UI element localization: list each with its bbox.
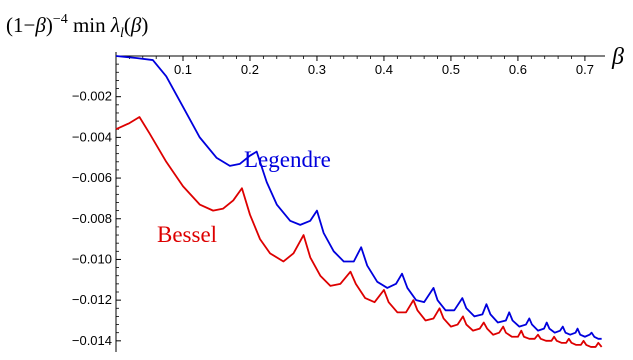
y-tick-label: −0.012 — [72, 292, 112, 307]
ylabel-arg-open: ( — [124, 13, 131, 37]
x-tick-label: 0.2 — [241, 62, 259, 77]
ylabel-base: (1− — [6, 13, 35, 37]
tick-labels: 0.1 0.2 0.3 0.4 0.5 0.6 0.7 −0.002 −0.004 −0.006 −… — [72, 62, 594, 348]
series-group — [115, 55, 603, 348]
series-label-bessel: Bessel — [157, 222, 217, 247]
y-axis-title: (1−β)−4 min λl(β) — [6, 12, 148, 41]
y-tick-label: −0.002 — [72, 89, 112, 104]
y-tick-label: −0.010 — [72, 251, 112, 266]
series-line-bessel — [115, 116, 603, 348]
y-tick-label: −0.014 — [72, 333, 112, 348]
ylabel-beta2: β — [130, 13, 142, 37]
y-tick-label: −0.004 — [72, 129, 112, 144]
ylabel-exp: −4 — [53, 12, 68, 27]
x-tick-label: 0.4 — [375, 62, 393, 77]
ylabel-sub: l — [120, 26, 124, 41]
ylabel-close: ) — [46, 13, 53, 37]
x-tick-label: 0.1 — [174, 62, 192, 77]
ylabel-beta1: β — [34, 13, 46, 37]
ticks — [116, 56, 586, 342]
x-axis-title: β — [611, 44, 624, 70]
ylabel-min: min — [68, 13, 111, 37]
ylabel-lambda: λ — [110, 13, 120, 37]
y-tick-label: −0.008 — [72, 211, 112, 226]
ylabel-arg-close: ) — [141, 13, 148, 37]
x-tick-label: 0.6 — [509, 62, 527, 77]
x-tick-label: 0.3 — [308, 62, 326, 77]
y-tick-label: −0.006 — [72, 170, 112, 185]
x-tick-label: 0.7 — [576, 62, 594, 77]
series-label-legendre: Legendre — [244, 147, 331, 172]
x-tick-label: 0.5 — [442, 62, 460, 77]
series-line-legendre — [115, 55, 602, 340]
